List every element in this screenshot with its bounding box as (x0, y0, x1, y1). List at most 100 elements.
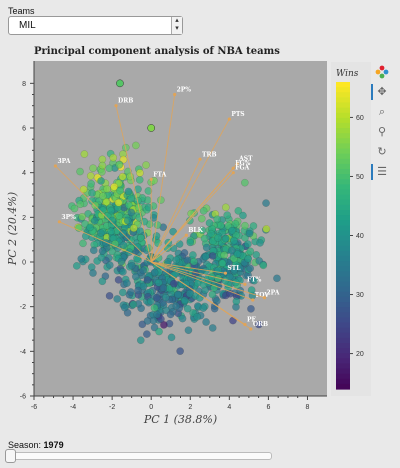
team-season-point (97, 229, 105, 237)
colorbar-segment (336, 322, 350, 329)
team-season-point (97, 253, 106, 262)
box-zoom-icon[interactable]: ⌕ (378, 106, 386, 118)
loading-arrow (151, 261, 265, 299)
plot-toolbar: ✥ ⌕ ⚲ ↻ ☰ (371, 60, 392, 180)
colorbar-tick-label: 60 (356, 115, 364, 122)
team-season-point (129, 300, 138, 309)
team-season-point (138, 320, 147, 329)
team-season-point (255, 320, 263, 329)
team-season-point (118, 172, 127, 181)
loading-arrowhead (231, 166, 235, 170)
y-tick-label: -6 (20, 394, 26, 401)
reset-icon[interactable]: ↻ (377, 146, 387, 158)
team-season-point (144, 203, 153, 212)
loading-arrowhead (235, 162, 239, 166)
loading-arrowhead (57, 220, 61, 224)
team-season-point (184, 326, 193, 335)
team-season-point (201, 252, 210, 261)
colorbar-segment (336, 342, 350, 349)
team-season-point (175, 240, 184, 248)
loading-arrowhead (149, 177, 153, 181)
teams-select[interactable]: MIL ▴ ▾ (8, 16, 183, 35)
loading-label: FG% (235, 160, 250, 167)
loading-label: PF (247, 317, 257, 324)
team-season-point (199, 304, 208, 312)
team-season-point (186, 238, 195, 247)
loading-arrow (151, 261, 226, 274)
colorbar-segment (336, 261, 350, 267)
team-season-point (86, 223, 94, 232)
team-season-point (172, 302, 181, 310)
team-season-point (139, 266, 147, 275)
loading-arrowhead (227, 117, 231, 121)
y-tick-label: 0 (22, 260, 26, 267)
loading-label: 3P% (61, 214, 76, 221)
team-season-point (125, 201, 133, 209)
team-season-point (105, 292, 114, 300)
loading-arrow (150, 234, 187, 263)
team-season-point (250, 276, 259, 285)
bokeh-logo-icon[interactable] (373, 64, 391, 80)
loading-arrow (150, 118, 230, 263)
loading-label: DRB (118, 98, 133, 105)
team-season-point (103, 185, 111, 193)
x-tick-label: 2 (188, 404, 192, 411)
x-tick-label: 8 (306, 404, 310, 411)
colorbar-segment (336, 286, 350, 293)
team-season-point (103, 211, 112, 220)
team-season-point (259, 261, 268, 270)
loading-arrow (150, 172, 234, 263)
team-season-point (207, 229, 215, 238)
team-season-point (109, 153, 118, 162)
colorbar-segment (336, 353, 350, 359)
pan-icon[interactable]: ✥ (371, 84, 391, 100)
team-season-point (161, 293, 170, 302)
x-tick-label: 0 (149, 404, 153, 411)
loading-label: ORB (253, 321, 268, 328)
season-slider-track[interactable] (8, 452, 272, 460)
team-season-point (205, 219, 214, 227)
colorbar-segment (336, 189, 350, 196)
loading-label: FGA (235, 165, 249, 172)
team-season-point (139, 282, 148, 291)
loading-arrow (150, 167, 234, 263)
team-season-point (86, 172, 95, 180)
x-tick-label: -2 (109, 404, 115, 411)
team-season-point (220, 251, 229, 259)
team-season-point (98, 247, 107, 255)
team-season-point (231, 219, 240, 228)
colorbar-segment (336, 230, 350, 237)
team-season-point (114, 198, 123, 207)
team-season-point (232, 297, 241, 306)
team-season-point (218, 259, 227, 268)
team-season-point (195, 294, 204, 302)
colorbar-tick-label: 20 (356, 351, 364, 358)
season-label-text: Season: (8, 440, 42, 450)
team-season-point (197, 214, 206, 223)
loading-arrowhead (223, 271, 228, 275)
team-season-point (108, 216, 117, 225)
colorbar-segment (336, 291, 350, 298)
team-season-point (180, 296, 189, 305)
season-slider-handle[interactable] (5, 449, 16, 463)
colorbar-segment (336, 148, 350, 155)
team-season-point (87, 179, 95, 188)
team-season-point (153, 310, 161, 319)
team-season-point (221, 234, 230, 243)
colorbar-segment (336, 383, 350, 390)
colorbar-segment (336, 209, 350, 216)
team-season-point (216, 221, 225, 230)
wheel-zoom-icon[interactable]: ⚲ (377, 126, 387, 138)
team-season-point (107, 206, 115, 215)
team-season-point (172, 256, 180, 264)
team-season-point (239, 211, 247, 220)
colorbar-segment (336, 179, 350, 185)
team-season-point (102, 238, 110, 247)
team-season-point (174, 290, 182, 299)
team-season-point (155, 327, 163, 336)
loading-label: AST (238, 156, 253, 163)
team-season-point (273, 274, 281, 283)
hover-icon[interactable]: ☰ (371, 164, 391, 180)
colorbar-segment (336, 102, 350, 109)
